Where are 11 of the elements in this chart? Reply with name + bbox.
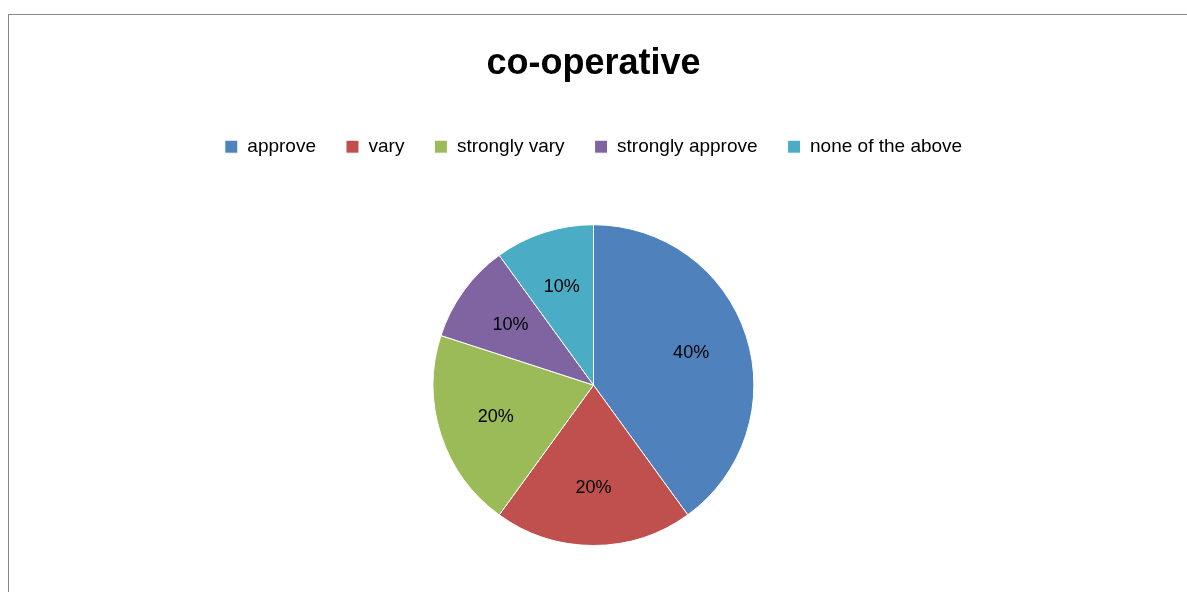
data-label: 20% <box>575 476 612 497</box>
data-label: 40% <box>673 342 710 363</box>
chart-title: co-operative <box>486 40 701 82</box>
data-label: 10% <box>543 276 580 297</box>
data-label: 20% <box>477 405 514 426</box>
data-label: 10% <box>492 313 529 334</box>
legend-label: strongly vary <box>456 134 566 156</box>
legend-label: vary <box>368 134 405 156</box>
legend-label: none of the above <box>810 134 963 156</box>
legend-label: strongly approve <box>617 134 758 156</box>
legend-label: approve <box>247 134 316 156</box>
